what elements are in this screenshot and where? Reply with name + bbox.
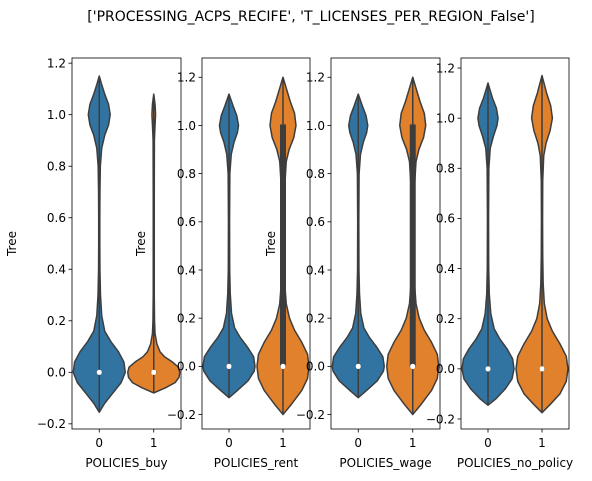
axes-frame xyxy=(201,57,311,430)
median-point xyxy=(355,363,361,369)
median-point xyxy=(410,363,416,369)
axes-frame xyxy=(330,57,441,430)
figure-title: ['PROCESSING_ACPS_RECIFE', 'T_LICENSES_P… xyxy=(87,9,534,25)
x-tick-label: 1 xyxy=(279,436,287,450)
y-tick-label: 0.6 xyxy=(436,212,455,226)
x-tick-label: 0 xyxy=(354,436,362,450)
y-tick-label: 0.6 xyxy=(177,215,196,229)
y-tick-label: 1.2 xyxy=(177,71,196,85)
y-tick-label: 0.2 xyxy=(177,311,196,325)
median-point xyxy=(96,369,102,375)
median-point xyxy=(280,363,286,369)
subplot-2: −0.2 0.0 0.2 0.4 0.6 0.8 1.0 1.2 0 1 POLICIES_rent… xyxy=(134,57,311,470)
median-point xyxy=(226,363,232,369)
y-tick-label: 0.4 xyxy=(436,262,455,276)
y-tick-label: 0.2 xyxy=(47,314,66,328)
x-tick-label: 1 xyxy=(150,436,158,450)
y-tick-label: 0.2 xyxy=(436,312,455,326)
x-axis-label: POLICIES_buy xyxy=(85,456,167,470)
y-tick-label: 0.8 xyxy=(306,167,325,181)
x-tick-label: 1 xyxy=(409,436,417,450)
x-axis-label: POLICIES_no_policy xyxy=(457,456,573,470)
y-tick-label: 0.0 xyxy=(436,362,455,376)
y-tick-label: 0.4 xyxy=(47,263,66,277)
y-tick-label: 1.0 xyxy=(436,111,455,125)
y-tick-label: −0.2 xyxy=(296,408,325,422)
median-point xyxy=(539,366,545,372)
x-axis-label: POLICIES_wage xyxy=(339,456,431,470)
y-tick-label: 0.0 xyxy=(47,366,66,380)
y-tick-label: 0.6 xyxy=(47,211,66,225)
subplot-grid: −0.2 0.0 0.2 0.4 0.6 0.8 1.0 1.2 0 1 POLICIES_buy T… xyxy=(5,56,573,470)
y-tick-label: 1.0 xyxy=(177,119,196,133)
y-tick-label: −0.2 xyxy=(37,417,66,431)
y-tick-label: −0.2 xyxy=(167,408,196,422)
y-tick-label: 1.2 xyxy=(47,56,66,70)
y-tick-label: 0.8 xyxy=(436,162,455,176)
subplot-1: −0.2 0.0 0.2 0.4 0.6 0.8 1.0 1.2 0 1 POLICIES_buy T… xyxy=(5,56,182,470)
x-tick-label: 0 xyxy=(484,436,492,450)
x-tick-label: 1 xyxy=(538,436,546,450)
y-tick-label: 0.4 xyxy=(306,263,325,277)
y-tick-label: 1.0 xyxy=(306,119,325,133)
axes-frame xyxy=(460,57,570,430)
y-tick-label: 0.4 xyxy=(177,263,196,277)
y-axis-label: Tree xyxy=(5,231,19,257)
median-point xyxy=(151,369,157,375)
y-tick-label: 1.2 xyxy=(436,61,455,75)
y-tick-label: 1.0 xyxy=(47,108,66,122)
y-tick-label: 0.2 xyxy=(306,311,325,325)
x-tick-label: 0 xyxy=(95,436,103,450)
median-point xyxy=(485,366,491,372)
subplot-4: −0.2 0.0 0.2 0.4 0.6 0.8 1.0 1.2 0 1 POLICIES_no_p… xyxy=(426,57,573,470)
y-tick-label: 1.2 xyxy=(306,71,325,85)
y-axis-label: Tree xyxy=(134,231,148,257)
y-tick-label: 0.6 xyxy=(306,215,325,229)
x-axis-label: POLICIES_rent xyxy=(214,456,299,470)
axes-frame xyxy=(71,57,182,430)
y-tick-label: 0.0 xyxy=(306,360,325,374)
subplot-3: −0.2 0.0 0.2 0.4 0.6 0.8 1.0 1.2 0 1 POLICIES_wage… xyxy=(264,57,441,470)
y-axis-label: Tree xyxy=(264,231,278,257)
y-tick-label: 0.0 xyxy=(177,360,196,374)
violin-box xyxy=(409,124,416,368)
y-tick-label: −0.2 xyxy=(426,412,455,426)
x-tick-label: 0 xyxy=(225,436,233,450)
violin-box xyxy=(280,124,286,368)
y-tick-label: 0.8 xyxy=(177,167,196,181)
y-tick-label: 0.8 xyxy=(47,160,66,174)
